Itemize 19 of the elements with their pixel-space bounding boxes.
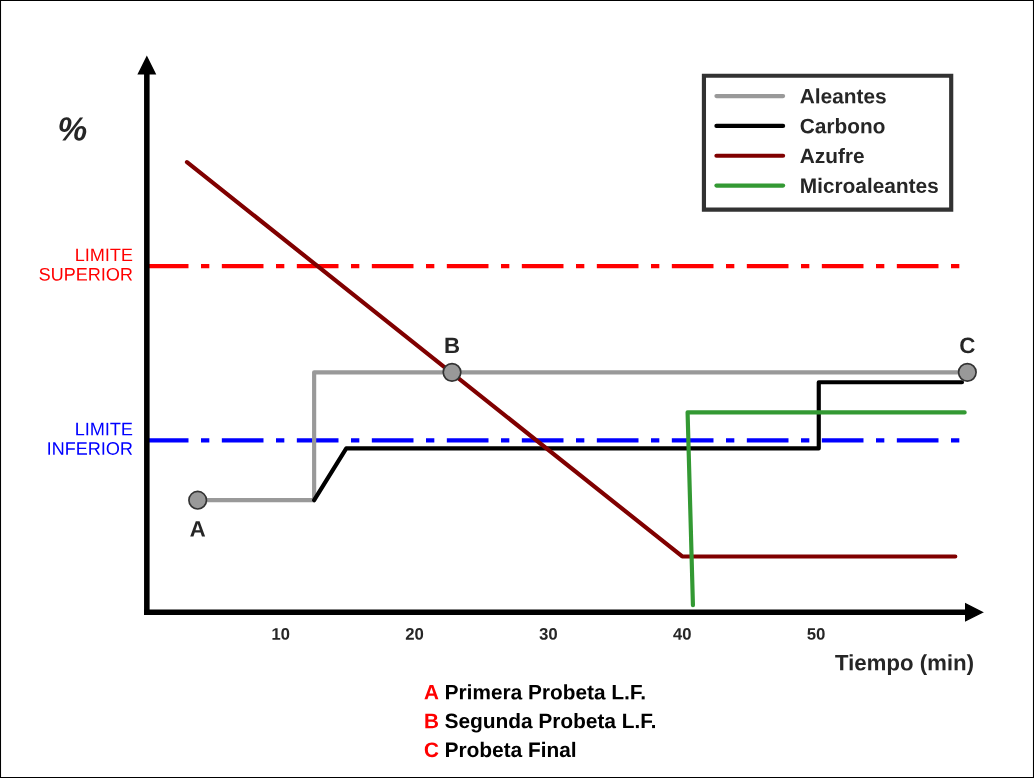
x-tick-label: 40 <box>673 628 691 640</box>
x-tick-label: 20 <box>405 628 424 640</box>
annotation: C <box>960 337 975 354</box>
x-axis-title: Tiempo (min) <box>835 654 973 675</box>
legend-label: Microaleantes <box>801 177 938 194</box>
y-axis-title: % <box>59 117 87 141</box>
text: A Primera Probeta L.F. <box>424 684 645 700</box>
legend-label: Aleantes <box>800 88 886 104</box>
x-tick-label: 30 <box>539 628 557 640</box>
legend-label: Azufre <box>800 147 864 164</box>
ref-line-label: LIMITE INFERIOR <box>48 422 133 455</box>
annotation: A <box>190 521 206 537</box>
x-tick-label: 50 <box>807 628 825 640</box>
legend-label: Carbono <box>800 118 885 134</box>
annotation: B <box>445 337 460 354</box>
x-tick-label: 10 <box>272 628 290 640</box>
ref-line-label: LIMITE SUPERIOR <box>39 248 133 281</box>
text: C Probeta Final <box>424 741 576 758</box>
text: B Segunda Probeta L.F. <box>425 713 656 733</box>
